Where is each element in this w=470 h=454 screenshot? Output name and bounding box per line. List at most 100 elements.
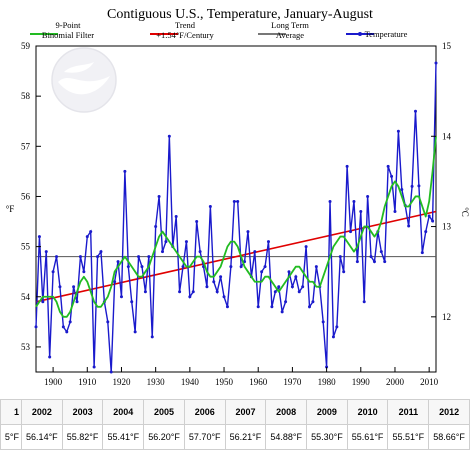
- temperature-point: [335, 325, 339, 329]
- x-tick-label: 1990: [352, 377, 371, 387]
- table-row-years: 1 2002 2003 2004 2005 2006 2007 2008 2009 2010 201…: [0, 399, 470, 425]
- table-value-cell: 5°F: [0, 424, 22, 450]
- temperature-point: [85, 235, 89, 239]
- temperature-point: [222, 295, 226, 299]
- temperature-point: [410, 184, 414, 188]
- temperature-point: [119, 295, 123, 299]
- temperature-point: [342, 270, 346, 274]
- temperature-point: [239, 265, 243, 269]
- legend-label: Average: [276, 30, 304, 40]
- binomial-filter-series: [35, 136, 437, 318]
- table-value-cell: 54.88°F: [265, 424, 308, 450]
- temperature-point: [178, 290, 182, 294]
- x-tick-label: 1910: [78, 377, 97, 387]
- temperature-point: [383, 260, 387, 264]
- temperature-point: [164, 240, 168, 244]
- y-tick-label-right: 14: [442, 131, 452, 141]
- temperature-point: [284, 300, 288, 304]
- table-value-cell: 56.20°F: [143, 424, 185, 450]
- temperature-point: [393, 210, 397, 214]
- temperature-point: [123, 169, 127, 173]
- temperature-point: [359, 210, 363, 214]
- table-year-cell: 2006: [183, 399, 226, 425]
- table-value-cell: 57.70°F: [183, 424, 226, 450]
- table-year-cell: 2008: [265, 399, 308, 425]
- y-tick-label-left: 59: [21, 41, 31, 51]
- y-tick-label-right: 15: [442, 41, 452, 51]
- temperature-point: [311, 300, 315, 304]
- temperature-point: [181, 265, 185, 269]
- temperature-point: [417, 184, 421, 188]
- temperature-point: [205, 285, 209, 289]
- chart-title: Contiguous U.S., Temperature, January-Au…: [107, 7, 373, 22]
- table-value-cell: 56.14°F: [21, 424, 63, 450]
- x-tick-label: 2000: [386, 377, 405, 387]
- temperature-point: [434, 61, 438, 65]
- temperature-point: [96, 255, 100, 259]
- annual-values-table: 1 2002 2003 2004 2005 2006 2007 2008 2009 2010 201…: [0, 399, 470, 450]
- y-tick-label-left: 54: [21, 292, 31, 302]
- temperature-point: [157, 194, 161, 198]
- temperature-point: [280, 310, 284, 314]
- temperature-point: [345, 164, 349, 168]
- temperature-point: [133, 330, 137, 334]
- temperature-point: [68, 320, 72, 324]
- table-year-cell: 2011: [387, 399, 430, 425]
- temperature-point: [51, 270, 55, 274]
- temperature-point: [349, 230, 353, 234]
- temperature-point: [65, 330, 69, 334]
- temperature-point: [195, 220, 199, 224]
- temperature-point: [219, 275, 223, 279]
- temperature-point: [89, 230, 93, 234]
- table-year-cell: 2010: [346, 399, 389, 425]
- legend-label: Binomial Filter: [42, 30, 94, 40]
- temperature-point: [328, 199, 332, 203]
- temperature-point: [253, 250, 257, 254]
- x-tick-label: 1920: [112, 377, 131, 387]
- table-value-cell: 55.82°F: [61, 424, 104, 450]
- table-value-cell: 58.66°F: [428, 424, 470, 450]
- temperature-point: [355, 260, 359, 264]
- temperature-point: [126, 265, 130, 269]
- temperature-point: [41, 300, 45, 304]
- temperature-point: [82, 270, 86, 274]
- legend-entry: Trend+1.54°F/Century: [150, 20, 215, 40]
- temperature-point: [301, 285, 305, 289]
- table-year-cell: 2005: [143, 399, 185, 425]
- y-axis-label-right: °C: [460, 207, 470, 217]
- temperature-point: [116, 260, 120, 264]
- temperature-point: [287, 270, 291, 274]
- y-axis-label-left: °F: [6, 204, 15, 214]
- y-axis-fahrenheit: 53 54 55 56 57 58 59: [21, 41, 41, 352]
- table-year-cell: 2009: [306, 399, 348, 425]
- temperature-point: [215, 290, 219, 294]
- temperature-point: [294, 275, 298, 279]
- temperature-point: [236, 199, 240, 203]
- y-tick-label-left: 58: [21, 91, 31, 101]
- table-value-cell: 55.30°F: [306, 424, 348, 450]
- table-year-cell: 2007: [224, 399, 267, 425]
- x-tick-label: 1930: [147, 377, 166, 387]
- temperature-point: [260, 270, 264, 274]
- legend-marker: [358, 32, 362, 36]
- table-year-cell: 2002: [21, 399, 63, 425]
- temperature-chart: Contiguous U.S., Temperature, January-Au…: [6, 7, 470, 387]
- temperature-point: [78, 255, 82, 259]
- temperature-point: [352, 199, 356, 203]
- noaa-logo-watermark: [51, 47, 117, 113]
- temperature-point: [55, 255, 59, 259]
- temperature-point: [369, 255, 373, 259]
- x-tick-label: 1950: [215, 377, 234, 387]
- temperature-point: [184, 240, 188, 244]
- x-tick-label: 1960: [249, 377, 268, 387]
- temperature-point: [277, 285, 281, 289]
- x-tick-label: 1900: [44, 377, 63, 387]
- y-tick-label-left: 55: [21, 242, 31, 252]
- temperature-point: [198, 250, 202, 254]
- temperature-point: [150, 335, 154, 339]
- binomial-filter-line: [35, 136, 437, 318]
- temperature-point: [58, 285, 62, 289]
- temperature-point: [390, 174, 394, 178]
